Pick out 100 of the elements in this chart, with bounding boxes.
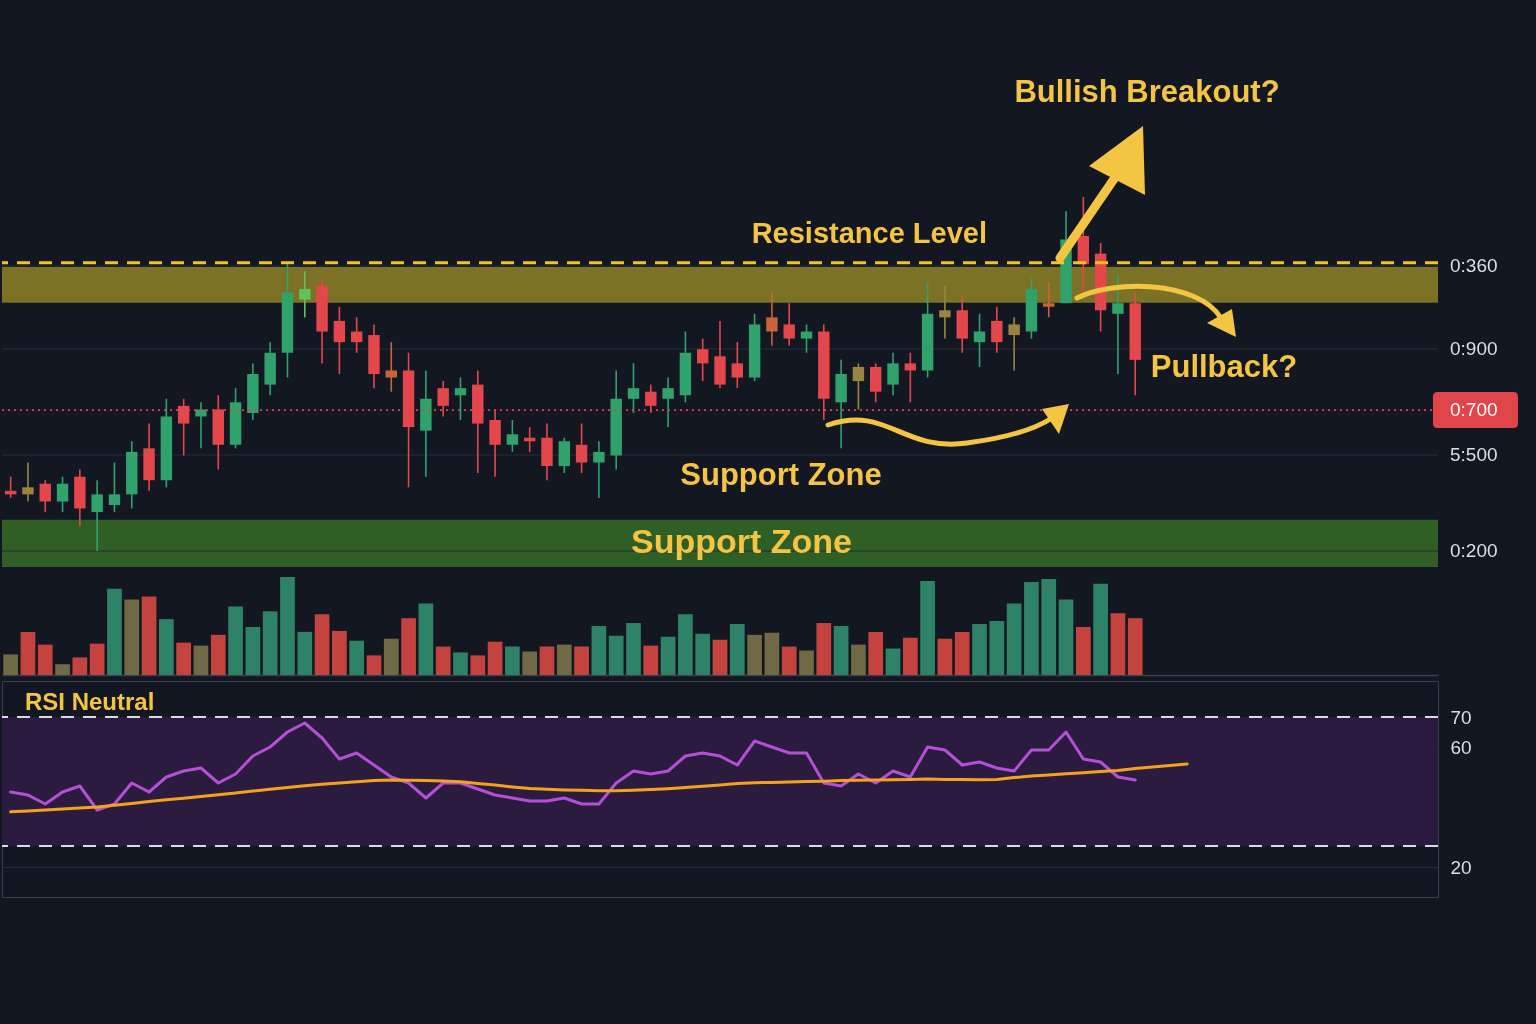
candlestick [766, 291, 778, 347]
bar [851, 644, 866, 675]
y-tick-label: 60 [1450, 736, 1472, 758]
bar [124, 599, 140, 675]
bar [1058, 599, 1074, 675]
text: 0:360 [1450, 255, 1498, 276]
bar [574, 646, 589, 675]
candlestick [904, 351, 917, 404]
candlestick [22, 461, 34, 503]
bar [332, 630, 347, 675]
bar [435, 646, 451, 675]
bar [556, 644, 572, 675]
candlestick [939, 284, 951, 340]
bar [591, 626, 607, 675]
candlestick [1043, 281, 1055, 319]
candlestick [91, 479, 103, 552]
candlestick [593, 440, 605, 499]
bar [418, 603, 434, 675]
candlestick [299, 270, 311, 319]
candlestick [783, 302, 795, 347]
bar [1024, 581, 1039, 675]
bar [643, 645, 659, 675]
candlestick [575, 422, 588, 474]
y-tick-label: 70 [1450, 706, 1472, 728]
bar [193, 645, 209, 675]
bar [816, 623, 832, 675]
bar [3, 654, 18, 675]
bar [522, 651, 538, 675]
candlestick [454, 376, 467, 421]
candlestick [800, 323, 813, 354]
text: 0:900 [1450, 338, 1498, 359]
ref-line-label: 0:700 [1450, 399, 1498, 421]
candlestick [56, 475, 69, 513]
candlestick [39, 479, 51, 513]
bar [505, 646, 520, 675]
bar [747, 634, 762, 675]
candlestick [696, 337, 709, 382]
ref-line-label: Resistance Level [751, 216, 988, 249]
bar [176, 642, 192, 675]
bar [453, 652, 468, 675]
text: Bullish Breakout? [1014, 74, 1280, 109]
candlestick [506, 419, 519, 453]
bar [868, 631, 884, 675]
candlestick [887, 351, 899, 397]
bar [954, 631, 970, 675]
candlestick [333, 305, 346, 375]
bar [366, 655, 382, 675]
bar [470, 655, 486, 675]
candlestick [1112, 274, 1124, 375]
bar [972, 624, 987, 675]
bar [1006, 603, 1022, 675]
bar [1127, 618, 1143, 675]
bar [228, 606, 243, 675]
annotation: Support Zone [680, 457, 882, 492]
bar [89, 643, 105, 675]
bar [72, 657, 88, 675]
bar [55, 664, 70, 675]
candlestick [973, 313, 986, 368]
bar [989, 621, 1005, 675]
line-series [9, 721, 1137, 812]
bar [833, 626, 849, 675]
candlestick [662, 376, 674, 428]
bar [1093, 583, 1108, 675]
bar [245, 626, 261, 675]
text: 5:500 [1450, 444, 1498, 465]
candlestick [108, 461, 121, 513]
bar [20, 631, 36, 675]
bar [314, 614, 330, 675]
bar [799, 650, 814, 675]
bar [781, 646, 797, 675]
bar [764, 632, 780, 675]
band-label: Support Zone [631, 522, 853, 561]
annotation: Pullback? [1150, 349, 1298, 384]
candlestick [195, 401, 207, 450]
line-series [9, 762, 1189, 814]
candlestick [1008, 316, 1020, 372]
bar [107, 588, 122, 675]
bar [1041, 578, 1057, 675]
bar [210, 634, 226, 675]
bar [37, 644, 53, 675]
bar [487, 641, 503, 675]
bar [660, 636, 676, 675]
band-label: RSI Neutral [25, 688, 155, 715]
candlestick [731, 341, 744, 389]
bar [608, 635, 624, 675]
candlestick [350, 316, 363, 354]
text: 0:200 [1450, 540, 1498, 561]
bar [1075, 626, 1091, 675]
bar [159, 619, 174, 675]
bar [920, 580, 935, 675]
y-tick-label: 20 [1450, 856, 1472, 878]
bar [729, 624, 745, 675]
candlestick [991, 305, 1003, 354]
bar [262, 611, 278, 675]
bar [1110, 613, 1126, 675]
bar [539, 646, 555, 675]
bar [349, 640, 365, 675]
bar [902, 637, 918, 675]
bar [141, 596, 157, 675]
bar [297, 631, 313, 675]
